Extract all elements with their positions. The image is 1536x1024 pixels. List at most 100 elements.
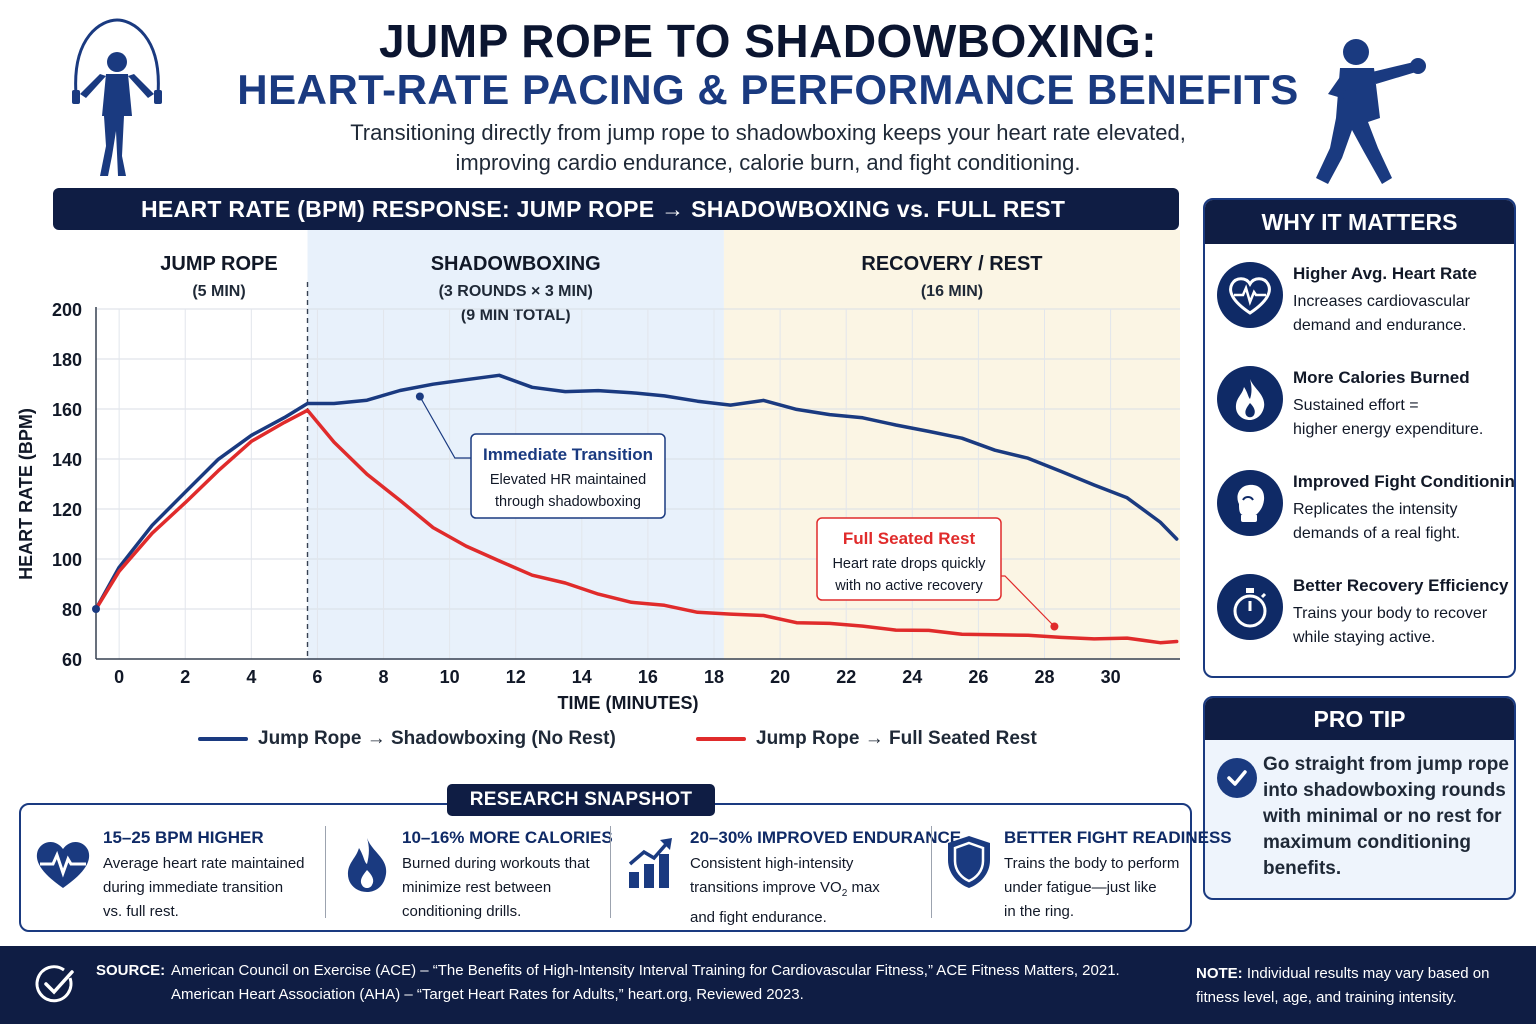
research-item-line: Consistent high-intensity	[690, 855, 854, 872]
phase-label: SHADOWBOXING	[431, 253, 601, 275]
research-item-line-part: transitions improve VO	[690, 879, 842, 896]
why-item-line: Sustained effort =	[1293, 397, 1419, 414]
source-label: SOURCE:	[96, 962, 166, 979]
research-item-line-part: max	[847, 879, 880, 896]
annotation-box	[470, 433, 666, 519]
research-item-text: Consistent high-intensity transitions im…	[690, 852, 930, 930]
y-tick-label: 180	[52, 350, 82, 370]
why-item-line: higher energy expenditure.	[1293, 421, 1484, 438]
research-divider	[931, 826, 932, 918]
x-tick-label: 8	[379, 667, 389, 687]
annotation-connector	[419, 396, 471, 459]
x-tick-label: 12	[506, 667, 526, 687]
why-item-calories: More Calories Burned Sustained effort = …	[1205, 366, 1514, 466]
research-item-line: and fight endurance.	[690, 909, 827, 926]
research-item-line: during immediate transition	[103, 879, 284, 896]
series-line-full-rest	[94, 408, 1179, 645]
y-tick-label: 200	[52, 300, 82, 320]
why-item-line: demand and endurance.	[1293, 317, 1467, 334]
jump-rope-figure-icon	[72, 18, 162, 176]
annotation-line: Heart rate drops quickly	[832, 556, 986, 572]
source-citation-2: American Heart Association (AHA) – “Targ…	[171, 986, 804, 1003]
research-item-line: conditioning drills.	[402, 903, 522, 920]
x-tick-label: 26	[968, 667, 988, 687]
x-tick-label: 14	[572, 667, 592, 687]
research-item-text: Trains the body to perform under fatigue…	[1004, 852, 1190, 924]
research-item-title: BETTER FIGHT READINESS	[1004, 828, 1232, 847]
research-item-text: Burned during workouts that minimize res…	[402, 852, 622, 924]
y-tick-label: 120	[52, 500, 82, 520]
phase-sublabel: (3 ROUNDS × 3 MIN)	[439, 283, 593, 300]
annotation-connector	[1001, 575, 1055, 627]
boxing-glove-icon	[1217, 470, 1283, 536]
x-tick-label: 2	[180, 667, 190, 687]
y-tick-label: 100	[52, 550, 82, 570]
check-icon	[1217, 758, 1257, 798]
x-tick-label: 24	[902, 667, 922, 687]
y-tick-label: 140	[52, 450, 82, 470]
research-item-fight-readiness: BETTER FIGHT READINESS Trains the body t…	[946, 820, 1232, 920]
phase-sublabel: (16 MIN)	[921, 283, 983, 300]
why-item-line: demands of a real fight.	[1293, 525, 1461, 542]
research-item-heart-rate: 15–25 BPM HIGHER Average heart rate main…	[34, 820, 324, 920]
research-item-calories: 10–16% MORE CALORIES Burned during worko…	[344, 820, 613, 920]
annotation-title: Full Seated Rest	[843, 529, 976, 548]
why-item-recovery: Better Recovery Efficiency Trains your b…	[1205, 574, 1514, 674]
why-it-matters-panel: WHY IT MATTERS Higher Avg. Heart Rate In…	[1203, 198, 1516, 678]
legend-label-full-rest: Jump Rope → Full Seated Rest	[756, 728, 1037, 749]
research-item-line: in the ring.	[1004, 903, 1075, 920]
why-item-line: Trains your body to recover	[1293, 605, 1488, 622]
x-tick-label: 28	[1034, 667, 1054, 687]
research-item-line: under fatigue—just like	[1004, 879, 1157, 896]
y-tick-label: 160	[52, 400, 82, 420]
chart-title: HEART RATE (BPM) RESPONSE: JUMP ROPE → S…	[53, 188, 1179, 230]
shadowboxer-figure-icon	[1316, 39, 1426, 184]
x-tick-label: 22	[836, 667, 856, 687]
phase-label: RECOVERY / REST	[861, 253, 1042, 275]
why-item-heart-rate: Higher Avg. Heart Rate Increases cardiov…	[1205, 262, 1514, 362]
annotation-line: through shadowboxing	[495, 494, 641, 510]
pro-tip-panel: PRO TIP Go straight from jump rope into …	[1203, 696, 1516, 900]
y-tick-label: 80	[62, 600, 82, 620]
phase-sublabel: (5 MIN)	[192, 283, 245, 300]
x-tick-label: 4	[246, 667, 256, 687]
why-item-text: Trains your body to recover while stayin…	[1293, 602, 1514, 650]
growth-chart-icon	[628, 838, 672, 888]
why-item-title: More Calories Burned	[1293, 368, 1470, 387]
x-tick-label: 20	[770, 667, 790, 687]
title-line-2: HEART-RATE PACING & PERFORMANCE BENEFITS	[237, 66, 1299, 113]
stopwatch-icon	[1217, 574, 1283, 640]
legend-item-no-rest: Jump Rope → Shadowboxing (No Rest)	[198, 724, 616, 754]
annotation-box	[816, 517, 1002, 601]
research-item-title: 15–25 BPM HIGHER	[103, 828, 264, 847]
x-tick-label: 18	[704, 667, 724, 687]
why-item-text: Sustained effort = higher energy expendi…	[1293, 394, 1514, 442]
note-label: NOTE:	[1196, 965, 1243, 982]
y-tick-label: 60	[62, 650, 82, 670]
legend-swatch-blue	[198, 737, 248, 741]
flame-icon	[347, 838, 387, 892]
research-item-line: vs. full rest.	[103, 903, 179, 920]
flame-icon	[1217, 366, 1283, 432]
pro-tip-text: Go straight from jump rope into shadowbo…	[1263, 754, 1509, 879]
phase-label: JUMP ROPE	[160, 253, 277, 275]
why-item-conditioning: Improved Fight Conditioning Replicates t…	[1205, 470, 1514, 570]
research-item-line: Trains the body to perform	[1004, 855, 1180, 872]
start-point	[92, 605, 100, 613]
research-item-title: 10–16% MORE CALORIES	[402, 828, 613, 847]
annotation-line: with no active recovery	[834, 578, 983, 594]
why-it-matters-heading: WHY IT MATTERS	[1205, 200, 1514, 244]
annotation-marker	[1050, 622, 1059, 631]
why-item-text: Increases cardiovascular demand and endu…	[1293, 290, 1514, 338]
research-item-line: transitions improve VO2 max	[690, 876, 930, 906]
x-tick-label: 30	[1101, 667, 1121, 687]
x-axis-title: TIME (MINUTES)	[558, 693, 699, 713]
vo2-subscript: 2	[841, 888, 848, 899]
why-item-line: while staying active.	[1293, 629, 1436, 646]
footer-note: NOTE: Individual results may vary based …	[1196, 962, 1516, 1010]
source-citation-1: American Council on Exercise (ACE) – “Th…	[171, 962, 1120, 979]
footer: SOURCE: American Council on Exercise (AC…	[0, 946, 1536, 1024]
heart-pulse-icon	[1217, 262, 1283, 328]
x-tick-label: 10	[440, 667, 460, 687]
pro-tip-heading: PRO TIP	[1205, 698, 1514, 740]
